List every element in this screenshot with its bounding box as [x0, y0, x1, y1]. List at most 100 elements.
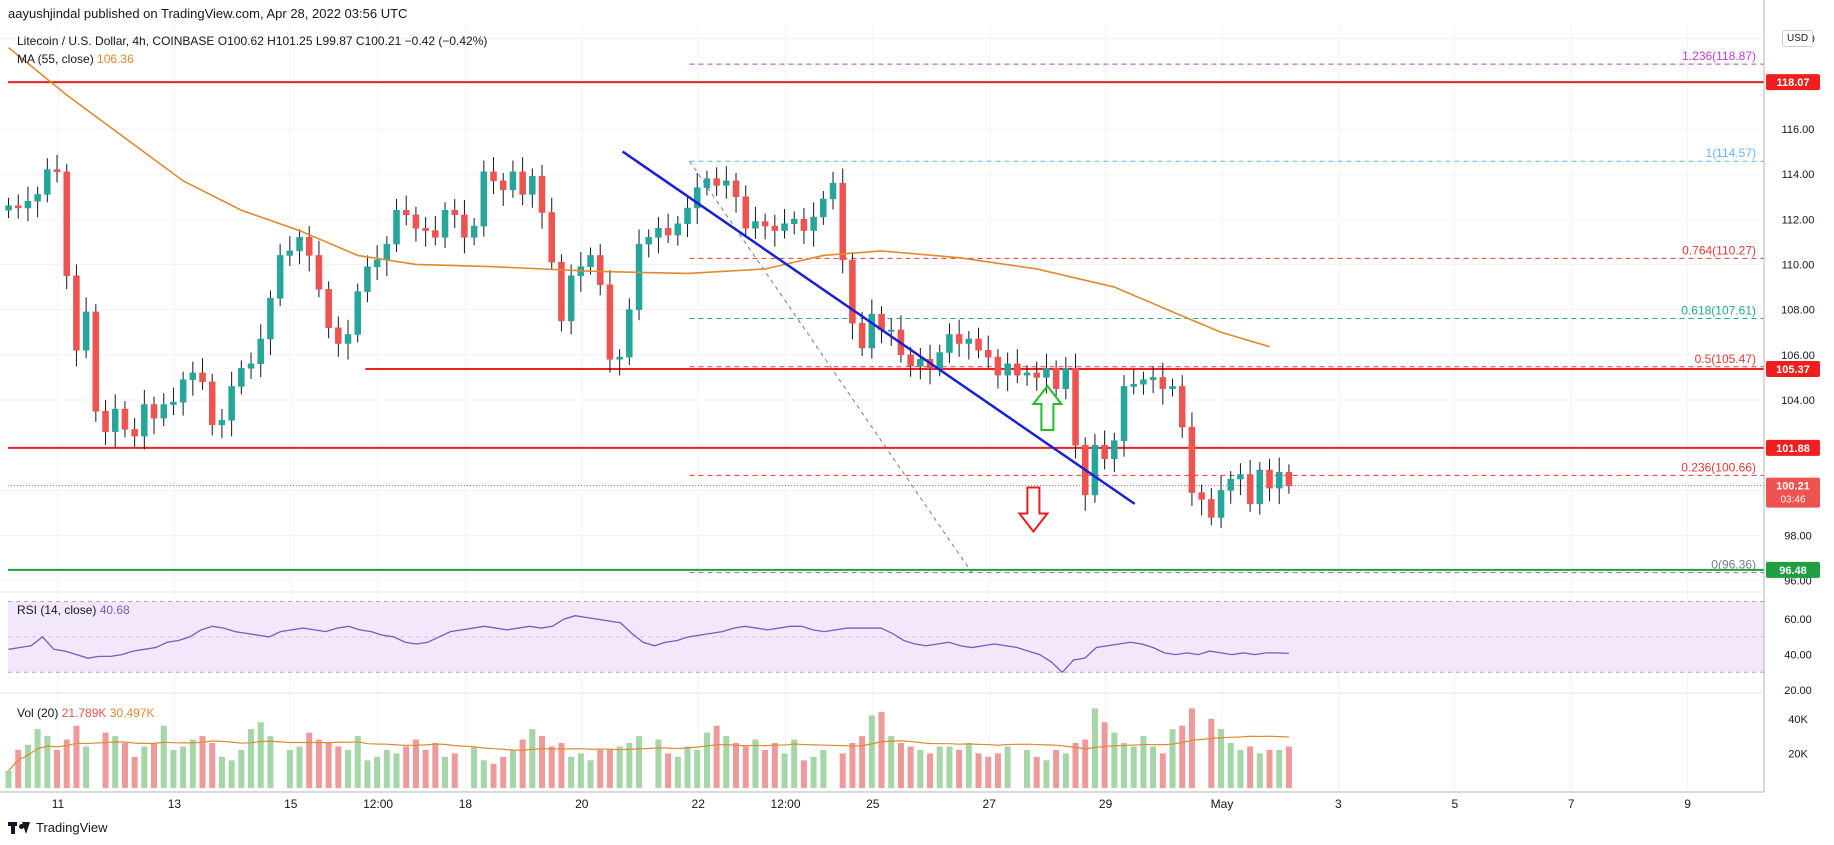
- volume-bar: [442, 756, 449, 788]
- candle-up: [373, 259, 381, 267]
- breakdown-down-arrow-icon: [1017, 486, 1050, 534]
- candle-down: [451, 209, 458, 216]
- currency-button[interactable]: USD: [1782, 30, 1814, 47]
- volume-bar: [1188, 708, 1195, 788]
- volume-bar: [403, 746, 410, 788]
- volume-bar: [383, 749, 390, 788]
- rsi-value: 40.68: [99, 603, 130, 617]
- candle-up: [383, 243, 391, 261]
- candle-down: [150, 404, 158, 419]
- volume-bar: [897, 743, 904, 788]
- volume-bar: [907, 746, 914, 788]
- candle-up: [170, 401, 177, 405]
- volume-bar: [238, 749, 245, 788]
- volume-bar: [1062, 753, 1069, 788]
- volume-bar: [131, 756, 138, 788]
- volume-bar: [189, 739, 196, 788]
- candle-up: [34, 194, 41, 202]
- candle-up: [238, 368, 245, 387]
- candle-up: [626, 309, 633, 358]
- price-level-tag: [1766, 74, 1820, 91]
- price-level-tag: [1766, 439, 1820, 456]
- volume-bar: [539, 736, 546, 788]
- price-change: −0.42 (−0.42%): [404, 34, 488, 48]
- fib-level-label: 0(96.36): [1711, 558, 1756, 572]
- volume-bar: [1169, 729, 1176, 788]
- candle-up: [616, 356, 623, 360]
- candle-down: [1052, 368, 1060, 389]
- candle-up: [44, 169, 51, 195]
- candle-down: [858, 322, 866, 349]
- volume-bar: [1121, 743, 1128, 788]
- candle-up: [790, 219, 798, 225]
- volume-bar: [335, 746, 342, 788]
- volume-bar: [927, 753, 934, 788]
- candle-up: [1140, 379, 1147, 385]
- candle-down: [1188, 426, 1196, 493]
- vol-legend[interactable]: Vol (20) 21.789K 30.497K: [17, 706, 154, 720]
- candle-up: [286, 250, 294, 256]
- y-tick-label: 108.00: [1781, 305, 1815, 317]
- candle-up: [936, 352, 943, 369]
- volume-bar: [839, 753, 846, 788]
- candle-up: [480, 171, 488, 227]
- ma-legend[interactable]: MA (55, close) 106.36: [17, 52, 134, 66]
- price-level-tag-label: 96.48: [1779, 565, 1807, 577]
- volume-bar: [1043, 760, 1050, 788]
- candle-up: [655, 228, 662, 238]
- vol-tick-label: 40K: [1788, 714, 1808, 726]
- candle-down: [63, 171, 70, 276]
- candle-up: [868, 313, 876, 349]
- volume-bar: [820, 749, 827, 788]
- x-tick-label: 25: [866, 797, 880, 811]
- volume-bar: [345, 749, 352, 788]
- tradingview-logo[interactable]: TradingView: [8, 820, 108, 835]
- volume-bar: [296, 746, 303, 788]
- volume-bar: [597, 749, 604, 788]
- ohlc-open: O100.62: [217, 34, 264, 48]
- y-tick-label: 106.00: [1781, 350, 1815, 362]
- volume-bar: [665, 753, 672, 788]
- volume-bar: [1256, 753, 1263, 788]
- x-tick-label: 13: [168, 797, 182, 811]
- x-tick-label: 20: [575, 797, 589, 811]
- volume-bar: [432, 743, 439, 788]
- x-tick-label: 22: [692, 797, 706, 811]
- volume-bar: [73, 725, 80, 788]
- rsi-tick-label: 40.00: [1784, 650, 1812, 662]
- candle-up: [1043, 368, 1050, 378]
- price-level-tag: [1766, 361, 1820, 378]
- current-price-countdown: 03:46: [1780, 495, 1805, 506]
- x-tick-label: May: [1211, 797, 1234, 811]
- volume-ma-line: [8, 735, 1289, 772]
- volume-bar: [965, 743, 972, 788]
- volume-bar: [956, 749, 963, 788]
- volume-bar: [558, 743, 565, 788]
- candle-down: [499, 180, 507, 191]
- y-tick-label: 96.00: [1784, 576, 1812, 588]
- symbol-legend[interactable]: Litecoin / U.S. Dollar, 4h, COINBASE O10…: [17, 34, 487, 48]
- candle-down: [519, 171, 526, 195]
- candle-up: [218, 420, 226, 426]
- candle-down: [548, 212, 555, 263]
- volume-bar: [218, 756, 225, 788]
- candle-up: [1130, 383, 1137, 387]
- volume-bar: [160, 725, 167, 788]
- volume-bar: [209, 743, 216, 788]
- candle-up: [179, 379, 187, 403]
- volume-bar: [267, 736, 274, 788]
- candle-down: [199, 372, 206, 383]
- price-level-tag: [1766, 561, 1820, 578]
- candle-up: [1217, 490, 1225, 518]
- candle-down: [208, 381, 216, 426]
- candle-up: [1237, 474, 1244, 480]
- candle-up: [441, 209, 449, 238]
- candle-up: [228, 386, 235, 421]
- volume-bar: [975, 753, 982, 788]
- ma55-line: [8, 46, 1270, 348]
- rsi-legend[interactable]: RSI (14, close) 40.68: [17, 603, 130, 617]
- candle-up: [344, 334, 352, 344]
- fib-level-label: 0.5(105.47): [1695, 352, 1756, 366]
- candle-down: [1072, 368, 1079, 446]
